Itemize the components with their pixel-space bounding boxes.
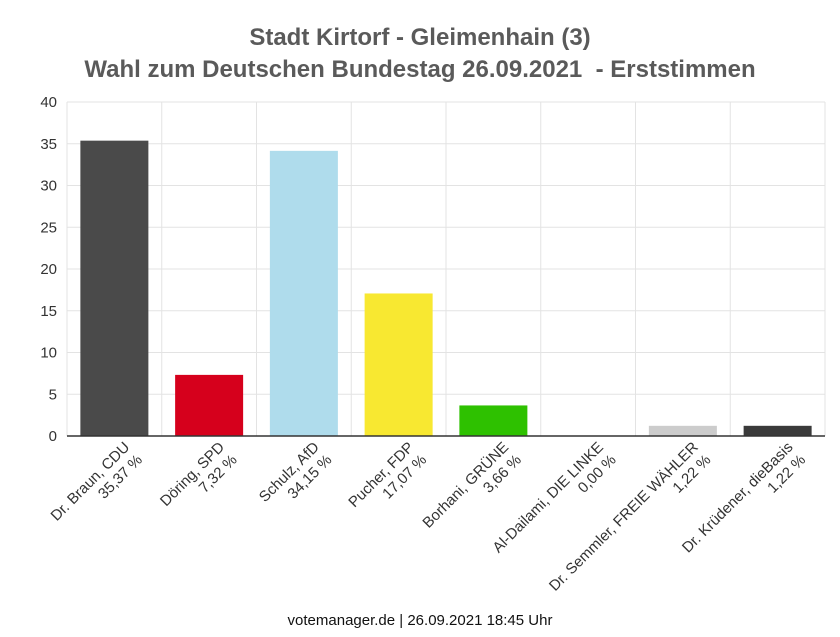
y-tick-label: 20: [40, 261, 57, 278]
y-tick-label: 25: [40, 219, 57, 236]
bar: [364, 293, 433, 436]
y-tick-label: 30: [40, 178, 57, 195]
bars: [80, 140, 812, 436]
y-tick-label: 35: [40, 136, 57, 153]
y-tick-label: 10: [40, 345, 57, 362]
bar: [80, 140, 149, 436]
bar: [175, 374, 244, 436]
bar: [459, 405, 528, 436]
footer-source: votemanager.de | 26.09.2021 18:45 Uhr: [287, 612, 553, 629]
y-tick-label: 0: [49, 428, 57, 445]
bar: [743, 425, 812, 436]
chart-title-line-1: Stadt Kirtorf - Gleimenhain (3): [249, 24, 591, 51]
grid-lines: [66, 101, 826, 436]
y-tick-label: 40: [40, 94, 57, 111]
y-tick-label: 15: [40, 303, 57, 320]
bar: [269, 150, 338, 436]
y-axis-ticks: 0 5 10 15 20 25 30 35 40: [40, 94, 57, 445]
chart-title-line-2: Wahl zum Deutschen Bundestag 26.09.2021 …: [84, 56, 756, 83]
x-label-name: Dr. Semmler, FREIE WÄHLER: [546, 439, 702, 595]
bar: [648, 425, 717, 436]
chart-title: Stadt Kirtorf - Gleimenhain (3) Wahl zum…: [0, 22, 840, 86]
y-tick-label: 5: [49, 386, 57, 403]
